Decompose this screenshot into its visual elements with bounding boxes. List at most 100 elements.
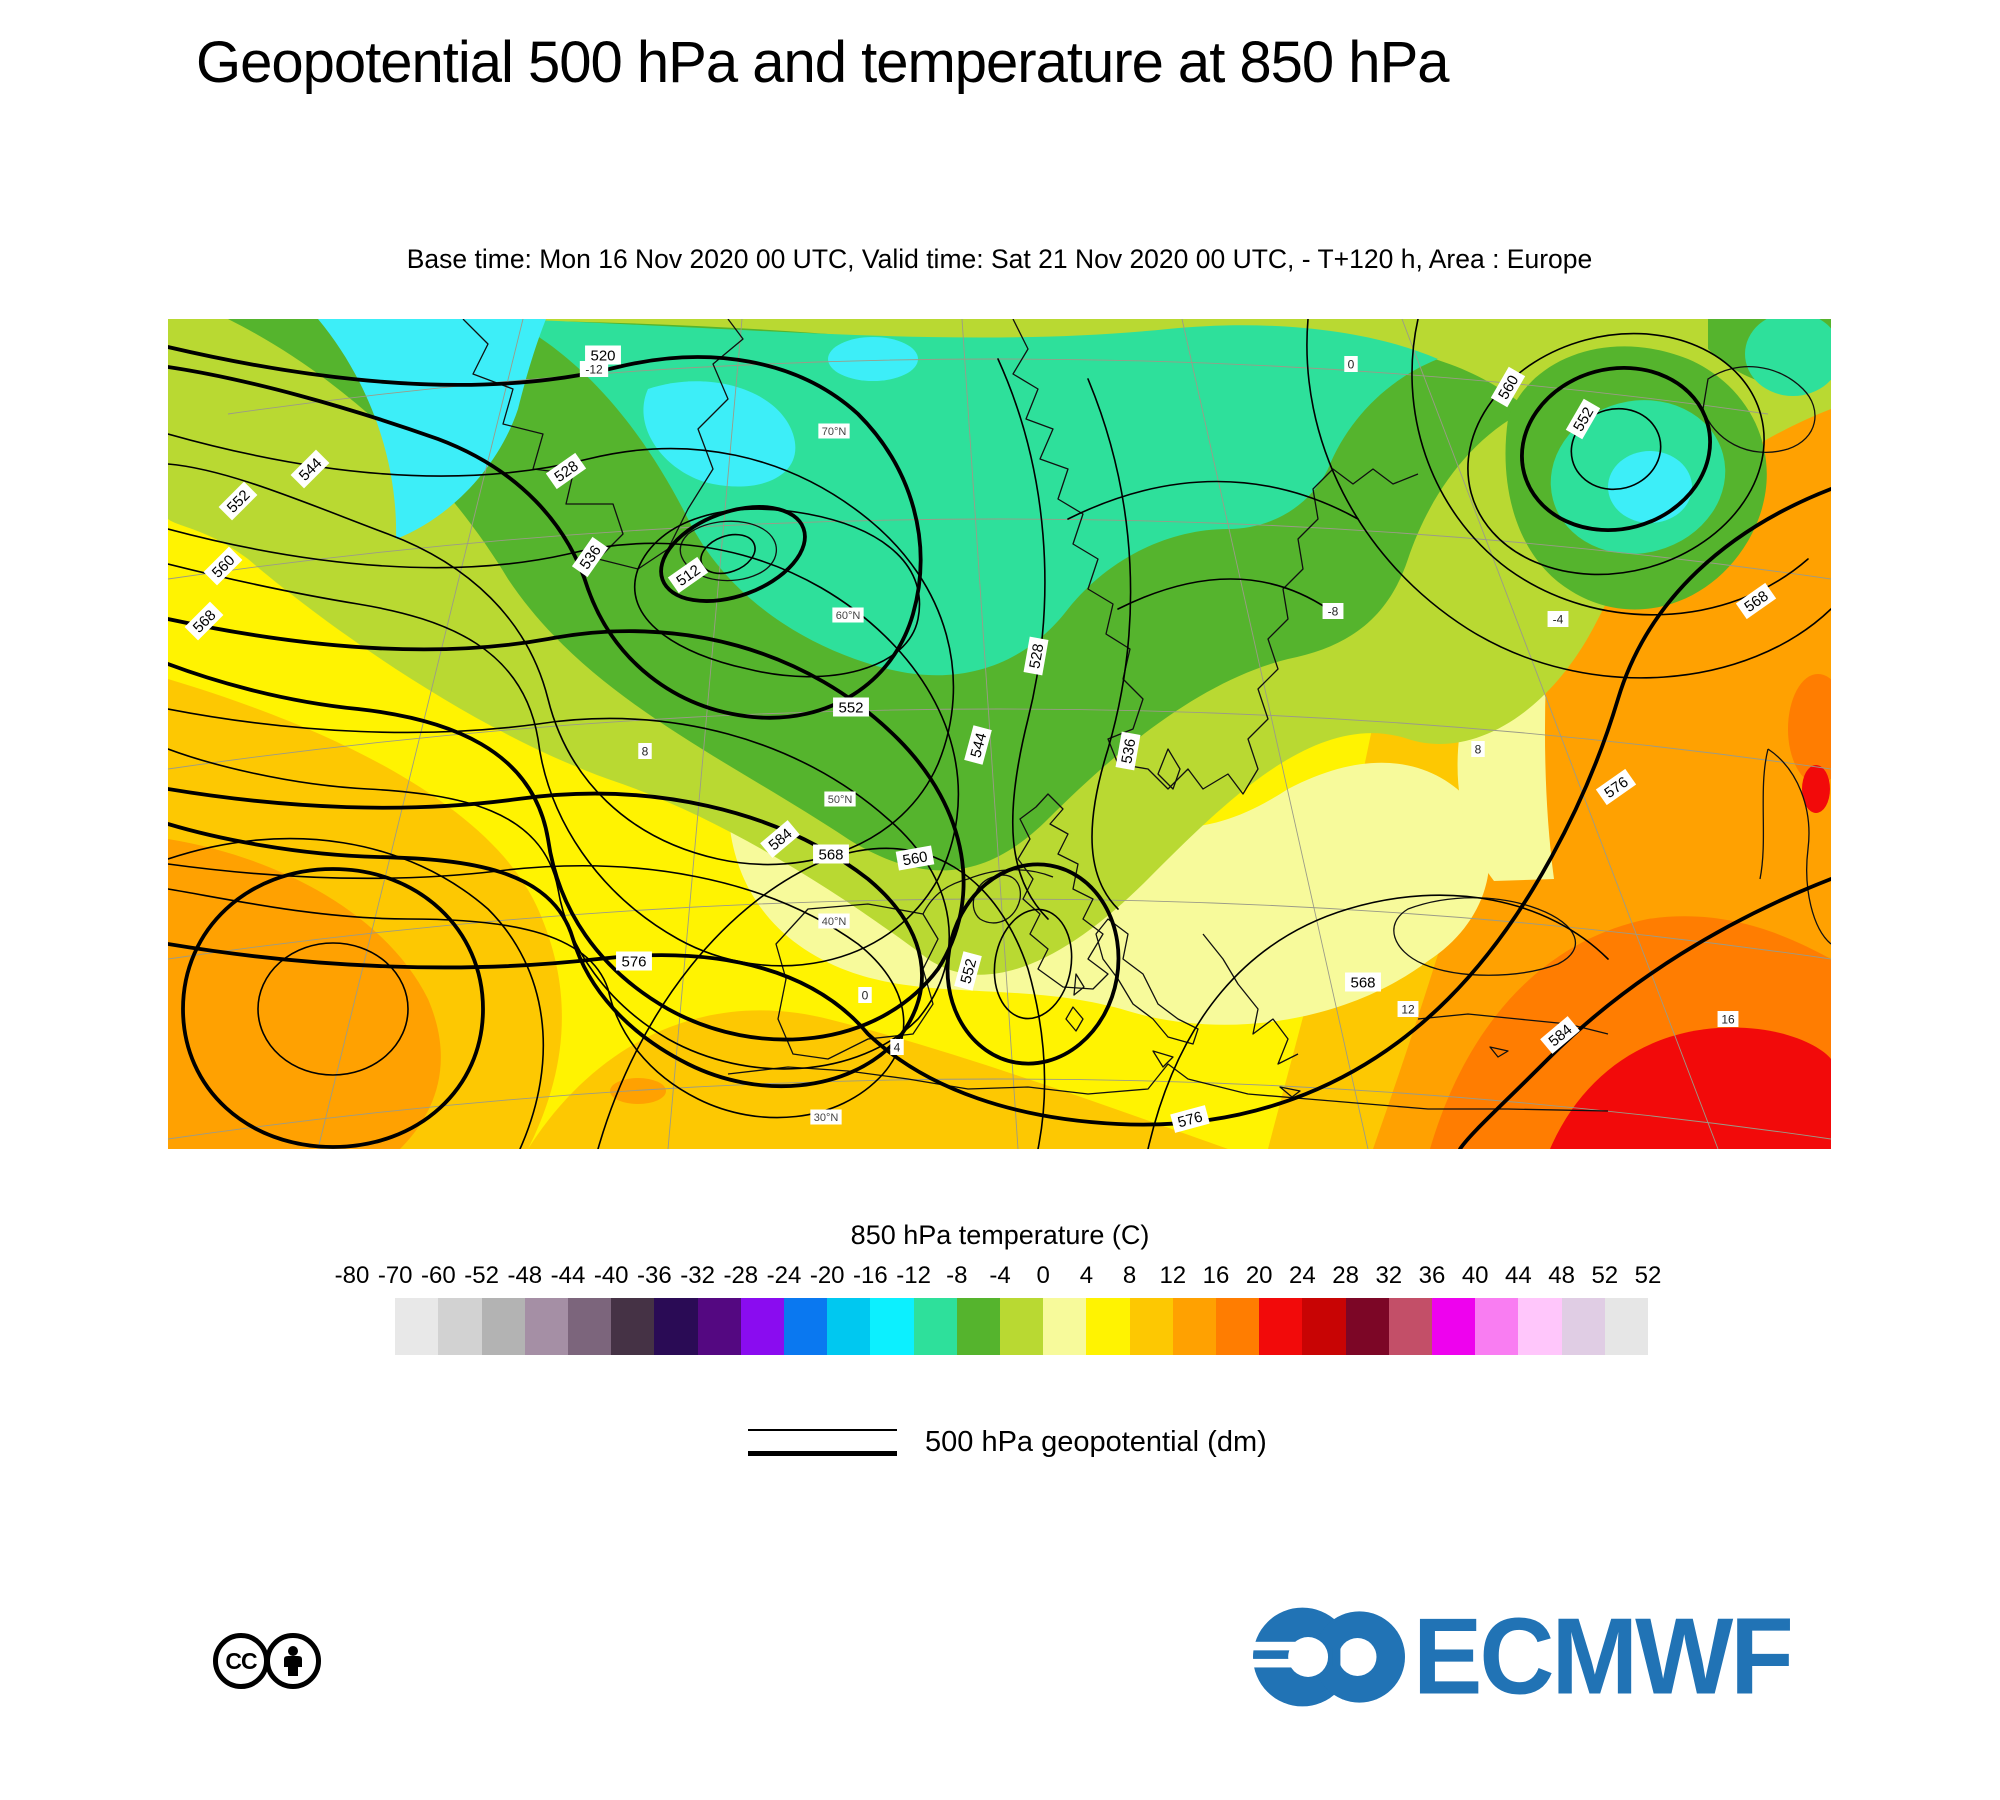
colorbar-tick: 40 <box>1461 1262 1489 1289</box>
graticule-label: 30°N <box>810 1109 842 1125</box>
colorbar-tick: -48 <box>507 1262 543 1289</box>
svg-text:12: 12 <box>1401 1002 1415 1016</box>
geopotential-thick-line-sample <box>748 1451 897 1456</box>
contour-label: 544 <box>964 725 992 765</box>
svg-text:0: 0 <box>862 988 869 1002</box>
svg-text:520: 520 <box>590 347 615 364</box>
colorbar-tick: 52 <box>1591 1262 1619 1289</box>
colorbar-cell <box>1216 1298 1260 1355</box>
contour-label: 520 <box>585 345 621 365</box>
colorbar-cell <box>1302 1298 1346 1355</box>
contour-label: 528 <box>1023 636 1049 676</box>
temperature-label: 16 <box>1717 1011 1739 1027</box>
svg-text:70°N: 70°N <box>822 426 847 438</box>
contour-label: 568 <box>1345 972 1381 992</box>
temperature-label: -8 <box>1322 603 1344 619</box>
colorbar-tick: 4 <box>1079 1262 1094 1289</box>
colorbar-tick: 36 <box>1418 1262 1446 1289</box>
svg-text:544: 544 <box>967 731 990 760</box>
colorbar-strip <box>352 1298 1649 1355</box>
colorbar-tick: -60 <box>421 1262 456 1289</box>
graticule-label: 50°N <box>824 791 856 807</box>
colorbar-tick: -24 <box>766 1262 802 1289</box>
colorbar-cell <box>1604 1298 1649 1355</box>
colorbar-cell <box>654 1298 698 1355</box>
graticule-label: 60°N <box>832 607 864 623</box>
svg-text:8: 8 <box>642 744 649 758</box>
colorbar-cell <box>697 1298 741 1355</box>
svg-text:4: 4 <box>894 1040 901 1054</box>
contour-label: 560 <box>895 845 935 871</box>
colorbar-cell <box>1043 1298 1087 1355</box>
colorbar-cell <box>611 1298 655 1355</box>
colorbar-cell <box>870 1298 914 1355</box>
svg-text:-12: -12 <box>585 362 603 376</box>
geopotential-legend-label: 500 hPa geopotential (dm) <box>925 1426 1267 1458</box>
colorbar-cell <box>524 1298 569 1355</box>
svg-text:-4: -4 <box>1553 612 1564 626</box>
colorbar-tick: -70 <box>377 1262 413 1289</box>
svg-text:30°N: 30°N <box>814 1112 839 1124</box>
colorbar-cell <box>438 1298 482 1355</box>
contour-label: 576 <box>1170 1105 1210 1133</box>
svg-text:552: 552 <box>838 699 863 716</box>
colorbar-cell <box>1432 1298 1476 1355</box>
contour-label: 552 <box>954 951 982 991</box>
colorbar-cell <box>1172 1298 1217 1355</box>
svg-text:568: 568 <box>1350 974 1375 991</box>
colorbar-tick: -4 <box>989 1262 1011 1289</box>
colorbar-cell <box>1345 1298 1389 1355</box>
coastlines <box>462 319 1831 1112</box>
svg-text:60°N: 60°N <box>836 610 861 622</box>
chart-subtitle: Base time: Mon 16 Nov 2020 00 UTC, Valid… <box>406 244 1593 274</box>
colorbar-cell <box>1086 1298 1130 1355</box>
contour-label: 568 <box>813 844 849 864</box>
temperature-label: 4 <box>890 1039 904 1055</box>
colorbar-cell <box>1518 1298 1562 1355</box>
weather-map: 520 528 536 544 552 560 568 512 552 544 568 560 576 5… <box>168 319 1831 1149</box>
svg-text:40°N: 40°N <box>822 916 847 928</box>
temperature-label: -4 <box>1547 611 1569 627</box>
colorbar-tick: -40 <box>593 1262 629 1289</box>
ecmwf-logo: ECMWF <box>1253 1598 1794 1716</box>
temperature-label: 0 <box>1344 356 1358 372</box>
colorbar-cell <box>352 1298 396 1355</box>
colorbar-cell <box>1561 1298 1605 1355</box>
colorbar-cell <box>827 1298 871 1355</box>
geopotential-thin-line-sample <box>748 1429 897 1431</box>
svg-text:536: 536 <box>1118 737 1139 765</box>
svg-text:-8: -8 <box>1328 604 1339 618</box>
colorbar-tick: -52 <box>464 1262 499 1289</box>
colorbar-cell <box>1259 1298 1303 1355</box>
colorbar-tick: -28 <box>723 1262 759 1289</box>
contour-label: 576 <box>616 951 652 971</box>
attribution-person-icon <box>265 1633 321 1689</box>
colorbar-tick: 32 <box>1375 1262 1403 1289</box>
colorbar-cell <box>395 1298 439 1355</box>
colorbar-tick: -16 <box>853 1262 888 1289</box>
colorbar-cell <box>913 1298 957 1355</box>
colorbar-tick: 16 <box>1202 1262 1230 1289</box>
temperature-label: 8 <box>638 743 652 759</box>
colorbar-cell <box>481 1298 525 1355</box>
colorbar-tick: 52 <box>1634 1262 1662 1289</box>
svg-text:576: 576 <box>621 953 646 970</box>
page-title: Geopotential 500 hPa and temperature at … <box>196 30 1450 95</box>
colorbar-tick: -20 <box>809 1262 845 1289</box>
colorbar-title: 850 hPa temperature (C) <box>850 1220 1150 1250</box>
svg-text:0: 0 <box>1348 357 1355 371</box>
colorbar-tick: 20 <box>1245 1262 1273 1289</box>
contour-label: 536 <box>1115 731 1141 771</box>
colorbar-tick: -12 <box>896 1262 931 1289</box>
colorbar-cell <box>784 1298 828 1355</box>
colorbar-cell <box>956 1298 1001 1355</box>
svg-text:576: 576 <box>1176 1108 1205 1131</box>
svg-text:528: 528 <box>1026 642 1047 670</box>
svg-text:8: 8 <box>1475 742 1482 756</box>
colorbar-tick: 48 <box>1548 1262 1575 1289</box>
colorbar-cell <box>1129 1298 1173 1355</box>
colorbar-cell <box>1475 1298 1519 1355</box>
colorbar-cell <box>1000 1298 1044 1355</box>
